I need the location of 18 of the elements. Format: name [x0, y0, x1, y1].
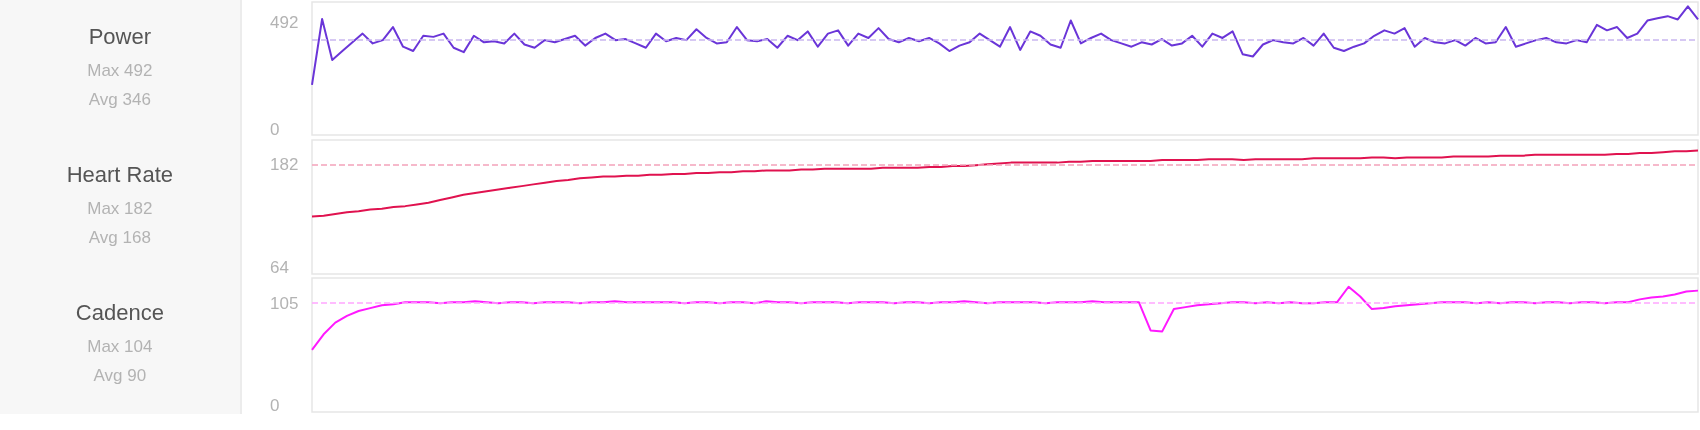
line-series	[310, 5, 1699, 86]
text: Heart Rate	[66, 162, 174, 188]
text: Cadence	[75, 300, 164, 326]
y-tick-label: 0	[269, 120, 280, 139]
text: Avg 90	[93, 365, 147, 387]
text: Max 492	[87, 60, 153, 82]
text: Max 104	[87, 336, 153, 358]
text: Power	[88, 24, 152, 50]
text: Avg 168	[88, 227, 151, 249]
line-series	[310, 285, 1699, 351]
text: Max 182	[87, 198, 153, 220]
line-series	[310, 149, 1699, 218]
y-tick-label: 492	[269, 12, 299, 32]
y-tick-label: 0	[269, 395, 280, 415]
y-tick-label: 105	[269, 293, 299, 313]
y-tick-label: 64	[269, 257, 289, 277]
text: Avg 346	[88, 89, 151, 111]
y-tick-label: 182	[269, 154, 299, 174]
